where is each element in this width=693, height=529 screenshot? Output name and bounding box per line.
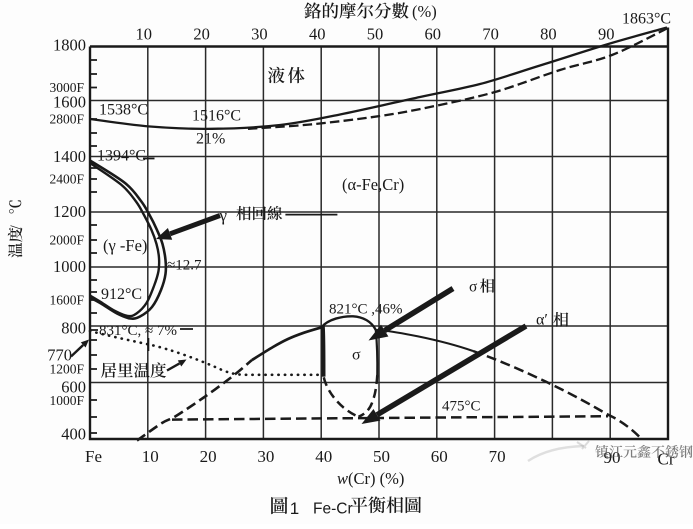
svg-text:1516°C: 1516°C xyxy=(192,108,241,125)
svg-text:21%: 21% xyxy=(196,131,225,148)
svg-text:30: 30 xyxy=(251,25,268,44)
svg-text:20: 20 xyxy=(200,447,217,466)
svg-text:α′: α′ xyxy=(536,312,548,329)
svg-text:821°C ,46%: 821°C ,46% xyxy=(329,302,403,318)
svg-text:40: 40 xyxy=(315,447,332,466)
svg-text:50: 50 xyxy=(373,447,390,466)
svg-text:(α-Fe,Cr): (α-Fe,Cr) xyxy=(342,175,404,194)
svg-text:1400: 1400 xyxy=(53,147,86,166)
svg-text:50: 50 xyxy=(367,25,384,44)
svg-text:Cr: Cr xyxy=(658,450,675,469)
svg-text:1000F: 1000F xyxy=(49,393,84,408)
svg-text:(γ -Fe): (γ -Fe) xyxy=(103,236,147,255)
svg-text:475°C: 475°C xyxy=(442,399,481,415)
svg-text:70: 70 xyxy=(482,25,499,44)
svg-text:60: 60 xyxy=(425,25,442,44)
svg-text:10: 10 xyxy=(136,25,153,44)
svg-text:1863°C: 1863°C xyxy=(622,11,671,28)
svg-text:30: 30 xyxy=(257,447,274,466)
svg-text:Fe: Fe xyxy=(85,447,102,466)
svg-text:70: 70 xyxy=(489,447,506,466)
svg-text:10: 10 xyxy=(142,447,159,466)
svg-text:σ: σ xyxy=(352,347,361,364)
svg-text:60: 60 xyxy=(431,447,448,466)
svg-text:20: 20 xyxy=(193,25,210,44)
svg-text:80: 80 xyxy=(540,25,557,44)
svg-text:1394°C: 1394°C xyxy=(97,148,146,165)
svg-text:1: 1 xyxy=(290,499,299,518)
svg-text:3000F: 3000F xyxy=(49,80,84,95)
svg-text:/: / xyxy=(8,225,25,230)
svg-text:2400F: 2400F xyxy=(49,172,84,187)
svg-text:90: 90 xyxy=(598,25,615,44)
svg-text:1200: 1200 xyxy=(53,202,86,221)
svg-text:≈12.7: ≈12.7 xyxy=(167,258,202,274)
svg-text:2800F: 2800F xyxy=(49,112,84,127)
svg-text:w(Cr) (%): w(Cr) (%) xyxy=(337,469,404,488)
svg-text:831°C, ≈ 7%: 831°C, ≈ 7% xyxy=(99,323,177,339)
svg-text:40: 40 xyxy=(309,25,326,44)
svg-text:1600F: 1600F xyxy=(49,293,84,308)
svg-text:Fe-Cr: Fe-Cr xyxy=(313,501,353,518)
svg-text:770: 770 xyxy=(47,346,72,365)
svg-text:800: 800 xyxy=(61,319,86,338)
svg-text:600: 600 xyxy=(61,378,86,397)
svg-text:γ: γ xyxy=(219,206,228,225)
svg-text:1600: 1600 xyxy=(53,93,86,112)
svg-text:912°C: 912°C xyxy=(101,286,142,303)
svg-text:σ: σ xyxy=(469,279,478,296)
svg-text:1800: 1800 xyxy=(53,36,86,55)
svg-text:1538°C: 1538°C xyxy=(99,102,148,119)
svg-text:2000F: 2000F xyxy=(49,233,84,248)
svg-text:1000: 1000 xyxy=(53,257,86,276)
svg-text:1200F: 1200F xyxy=(49,362,84,377)
svg-text:(%): (%) xyxy=(412,2,437,21)
svg-text:400: 400 xyxy=(61,425,86,444)
